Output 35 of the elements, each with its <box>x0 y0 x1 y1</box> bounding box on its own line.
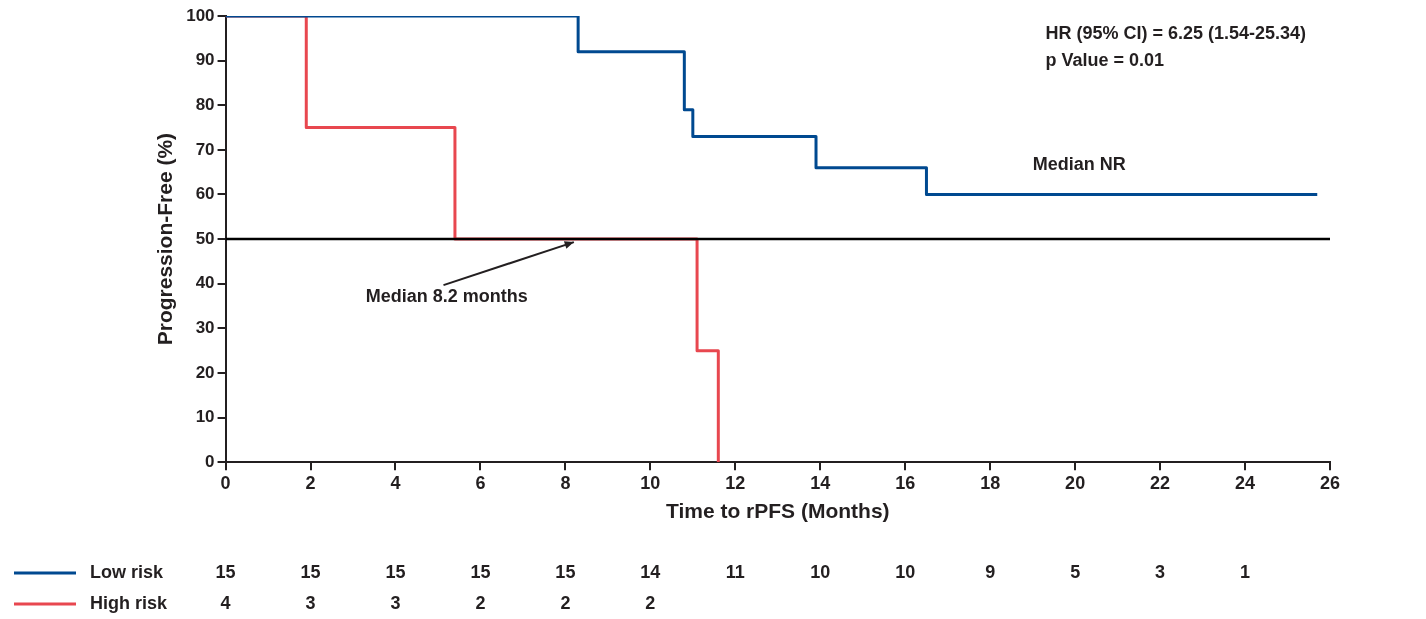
x-tick-label: 14 <box>810 472 831 493</box>
y-tick-label: 20 <box>195 362 215 382</box>
y-tick-label: 90 <box>195 50 215 70</box>
y-axis-title: Progression-Free (%) <box>153 132 177 346</box>
x-tick-label: 10 <box>640 472 661 493</box>
x-tick-label: 22 <box>1150 472 1171 493</box>
x-tick-label: 26 <box>1319 472 1341 493</box>
x-tick-label: 4 <box>390 472 401 493</box>
legend-label: Low risk <box>90 561 165 582</box>
x-tick-label: 18 <box>980 472 1001 493</box>
y-tick-label: 30 <box>195 318 215 338</box>
x-tick-label: 2 <box>305 472 316 493</box>
x-tick-label: 16 <box>895 472 916 493</box>
x-tick-label: 6 <box>475 472 486 493</box>
x-tick-label: 8 <box>560 472 571 493</box>
y-tick-label: 50 <box>195 228 215 248</box>
x-tick-label: 0 <box>220 472 231 493</box>
annotation: Median 8.2 months <box>365 286 528 307</box>
y-tick-label: 0 <box>205 451 215 471</box>
text: 4 3 3 2 2 2 <box>220 592 656 613</box>
annotation: p Value = 0.01 <box>1045 49 1164 70</box>
y-tick-label: 70 <box>195 139 215 159</box>
x-axis-title: Time to rPFS (Months) <box>665 499 890 523</box>
y-tick-label: 100 <box>186 5 215 25</box>
x-tick-label: 12 <box>725 472 746 493</box>
y-tick-label: 10 <box>195 407 215 427</box>
x-tick-label: 20 <box>1065 472 1086 493</box>
y-tick-label: 60 <box>195 184 215 204</box>
annotation: HR (95% CI) = 6.25 (1.54-25.34) <box>1045 22 1307 43</box>
y-tick-label: 80 <box>195 94 215 114</box>
annotation: Median NR <box>1032 154 1126 175</box>
y-tick-label: 40 <box>195 273 215 293</box>
x-tick-label: 24 <box>1235 472 1256 493</box>
text: 15 15 15 15 15 14 11 10 10 9 5 3 1 <box>215 561 1251 582</box>
legend-label: High risk <box>90 592 169 613</box>
